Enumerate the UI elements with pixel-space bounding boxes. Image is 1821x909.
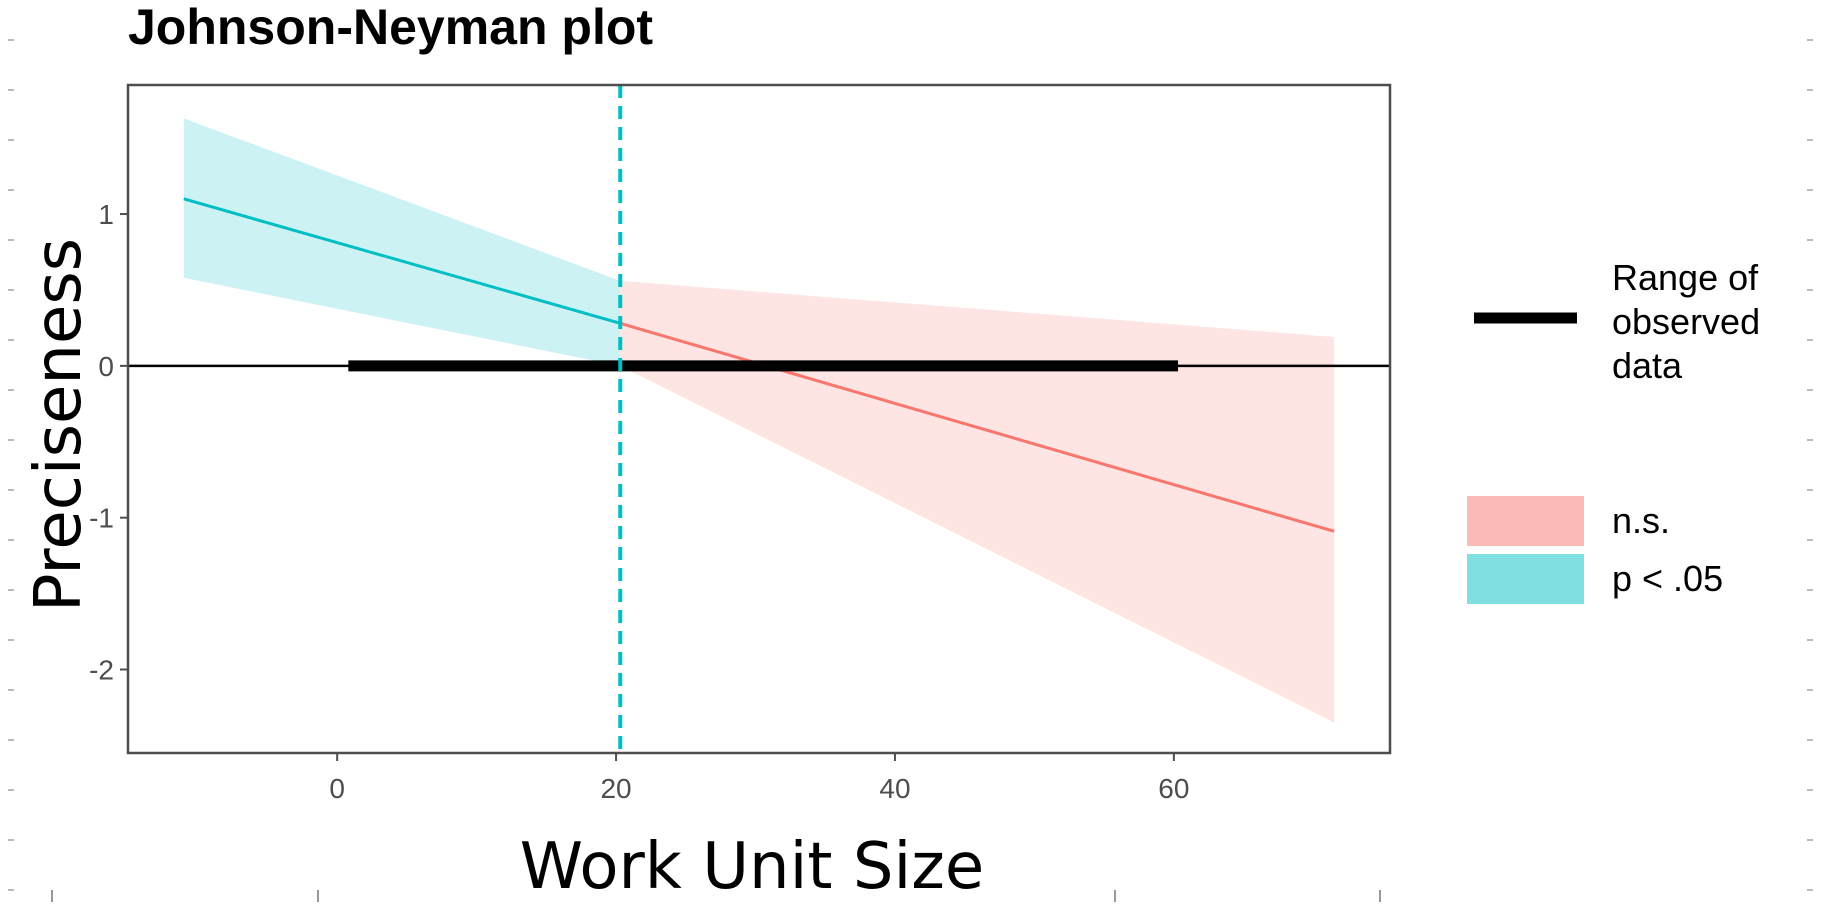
series-lines <box>183 197 1335 533</box>
edge-tick-marks <box>8 39 1813 902</box>
chart-title: Johnson-Neyman plot <box>128 0 653 55</box>
y-tick-label: -1 <box>89 503 114 534</box>
y-tick-label: 1 <box>98 199 114 230</box>
plot-area <box>126 83 1392 755</box>
legend-key-ns <box>1467 496 1584 546</box>
x-tick-label: 20 <box>600 773 631 804</box>
series-line-ns <box>619 321 1335 533</box>
reference-lines <box>128 85 1390 753</box>
confidence-bands <box>183 118 1335 723</box>
legend-key-significant <box>1467 554 1584 604</box>
confidence-band-ns <box>620 280 1335 723</box>
x-tick-label: 40 <box>879 773 910 804</box>
confidence-band-significant <box>183 118 621 366</box>
legend-range-label: Range of observed data <box>1612 257 1770 386</box>
legend-range-line-1: Range of <box>1612 257 1759 298</box>
y-tick-label: -2 <box>89 655 114 686</box>
y-axis-ticks: -2 -1 0 1 <box>89 199 128 686</box>
x-axis-ticks: 0 20 40 60 <box>329 753 1189 804</box>
series-line-significant <box>183 197 621 325</box>
plot-panel-border <box>126 83 1392 755</box>
legend-label-significant: p < .05 <box>1612 558 1723 599</box>
legend-range-line-2: observed <box>1612 301 1760 342</box>
y-tick-label: 0 <box>98 351 114 382</box>
legend: Range of observed data n.s. p < .05 <box>1467 257 1770 604</box>
x-tick-label: 60 <box>1158 773 1189 804</box>
x-tick-label: 0 <box>329 773 345 804</box>
y-axis-label: Preciseness <box>22 238 96 612</box>
legend-range-line-3: data <box>1612 345 1683 386</box>
legend-label-ns: n.s. <box>1612 500 1670 541</box>
x-axis-label: Work Unit Size <box>520 830 984 904</box>
